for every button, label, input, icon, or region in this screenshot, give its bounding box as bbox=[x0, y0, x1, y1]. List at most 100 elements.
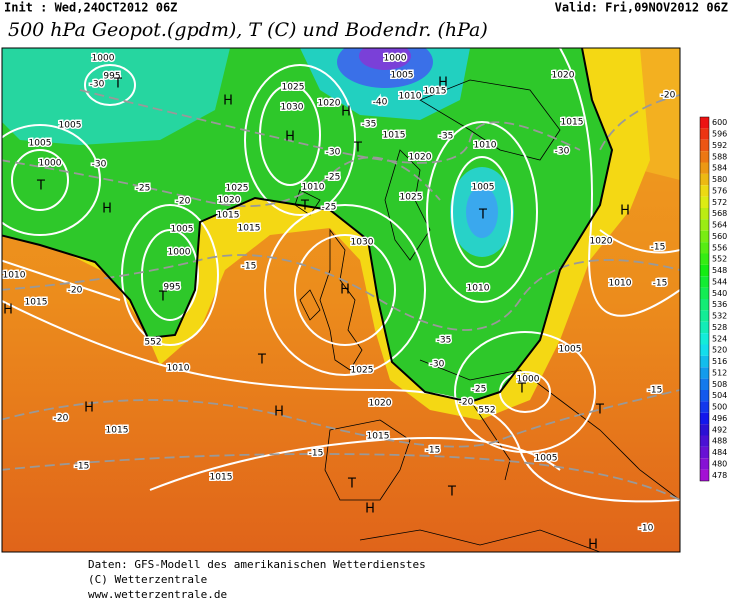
isotherms bbox=[2, 89, 680, 501]
pressure-center: H bbox=[620, 204, 630, 219]
colorbar-cell bbox=[700, 458, 709, 470]
colorbar-label: 552 bbox=[712, 255, 727, 264]
contour-label: -30 bbox=[92, 160, 107, 170]
pressure-center: T bbox=[447, 485, 456, 500]
contour-label: 1015 bbox=[424, 87, 447, 97]
pressure-center: T bbox=[158, 290, 167, 305]
contour-label: -20 bbox=[459, 398, 474, 408]
contour-label: 1015 bbox=[561, 118, 584, 128]
contour-label: -20 bbox=[54, 414, 69, 424]
colorbar-label: 480 bbox=[712, 459, 727, 468]
contour-label: -15 bbox=[309, 449, 324, 459]
colorbar-label: 592 bbox=[712, 141, 727, 150]
contour-label: 552 bbox=[144, 338, 161, 348]
colorbar-label: 548 bbox=[712, 266, 727, 275]
colorbar-cell bbox=[700, 196, 709, 208]
contour-label: 1005 bbox=[171, 225, 194, 235]
colorbar-cell bbox=[700, 276, 709, 288]
colorbar-frame bbox=[699, 116, 710, 482]
contour-label: 1020 bbox=[218, 196, 241, 206]
map-frame bbox=[1, 47, 681, 553]
colorbar-cell bbox=[700, 321, 709, 334]
colorbar-label: 540 bbox=[712, 289, 727, 298]
init-time: Init : Wed,24OCT2012 06Z bbox=[4, 1, 177, 15]
contour-label: -30 bbox=[555, 147, 570, 157]
colorbar-label: 504 bbox=[712, 391, 727, 400]
colorbar-cell bbox=[700, 424, 709, 436]
contour-label: -15 bbox=[648, 386, 663, 396]
colorbar-label: 544 bbox=[712, 277, 727, 286]
pressure-center: H bbox=[365, 502, 375, 517]
contour-label: -25 bbox=[472, 385, 487, 395]
contour-label: 1000 bbox=[92, 54, 115, 64]
colorbar-cell bbox=[700, 253, 709, 265]
contour-label: -20 bbox=[661, 91, 676, 101]
contour-label: -15 bbox=[653, 279, 668, 289]
pressure-center: H bbox=[340, 283, 350, 298]
contour-label: -20 bbox=[68, 286, 83, 296]
colorbar-cell bbox=[700, 378, 709, 390]
contour-label: 995 bbox=[163, 283, 180, 293]
contour-label: 1010 bbox=[474, 141, 497, 151]
purple-zone bbox=[359, 48, 411, 70]
colorbar-label: 492 bbox=[712, 425, 727, 434]
contour-label: -30 bbox=[430, 360, 445, 370]
pressure-center: T bbox=[595, 403, 604, 418]
contour-label: 1000 bbox=[384, 54, 407, 64]
contour-label: 1010 bbox=[399, 92, 422, 102]
contour-label: 552 bbox=[478, 406, 495, 416]
colorbar-label: 528 bbox=[712, 323, 727, 332]
contour-label: 1010 bbox=[3, 271, 26, 281]
pressure-center: T bbox=[347, 477, 356, 492]
colorbar-cell bbox=[700, 139, 709, 152]
colorbar-cell bbox=[700, 162, 709, 174]
contour-label: -35 bbox=[362, 120, 377, 130]
colorbar-cell bbox=[700, 208, 709, 220]
colorbar-label: 576 bbox=[712, 186, 727, 195]
contour-label: -25 bbox=[326, 173, 341, 183]
colorbar-label: 564 bbox=[712, 221, 727, 230]
contour-label: 1010 bbox=[302, 183, 325, 193]
contour-label: 1020 bbox=[409, 153, 432, 163]
colorbar-cell bbox=[700, 355, 709, 368]
pressure-center: H bbox=[223, 94, 233, 109]
contour-label: 1015 bbox=[383, 131, 406, 141]
colorbar-label: 516 bbox=[712, 357, 727, 366]
contour-label: -30 bbox=[326, 148, 341, 158]
colorbar-label: 536 bbox=[712, 300, 727, 309]
contour-label: -25 bbox=[322, 203, 337, 213]
colorbar-label: 556 bbox=[712, 243, 727, 252]
pressure-center: H bbox=[274, 405, 284, 420]
colorbar-label: 596 bbox=[712, 130, 727, 139]
contour-label: 1005 bbox=[59, 121, 82, 131]
pressure-center: H bbox=[84, 401, 94, 416]
contour-label: -30 bbox=[90, 80, 105, 90]
colorbar-cell bbox=[700, 128, 709, 140]
contour-label: 1025 bbox=[282, 83, 305, 93]
contour-label: 1015 bbox=[210, 473, 233, 483]
contour-label: -35 bbox=[439, 132, 454, 142]
colorbar-cell bbox=[700, 333, 709, 345]
colorbar-cell bbox=[700, 401, 709, 413]
contour-label: 1000 bbox=[168, 248, 191, 258]
contour-label: 1015 bbox=[238, 224, 261, 234]
contour-label: -20 bbox=[176, 197, 191, 207]
pressure-center: T bbox=[353, 141, 362, 156]
pressure-center: T bbox=[300, 199, 309, 214]
pressure-center: H bbox=[341, 105, 351, 120]
contour-label: 1020 bbox=[590, 237, 613, 247]
colorbar-cell bbox=[700, 412, 709, 425]
contour-label: -35 bbox=[437, 336, 452, 346]
colorbar-cell bbox=[700, 367, 709, 379]
isobars bbox=[2, 48, 680, 503]
pressure-center: H bbox=[102, 202, 112, 217]
contour-label: -15 bbox=[242, 262, 257, 272]
colorbar-label: 560 bbox=[712, 232, 727, 241]
contour-label: -25 bbox=[136, 184, 151, 194]
colorbar-cell bbox=[700, 299, 709, 311]
pressure-center: T bbox=[257, 353, 266, 368]
pressure-center: H bbox=[588, 538, 598, 553]
colorbar-label: 512 bbox=[712, 368, 727, 377]
contour-label: 1030 bbox=[351, 238, 374, 248]
